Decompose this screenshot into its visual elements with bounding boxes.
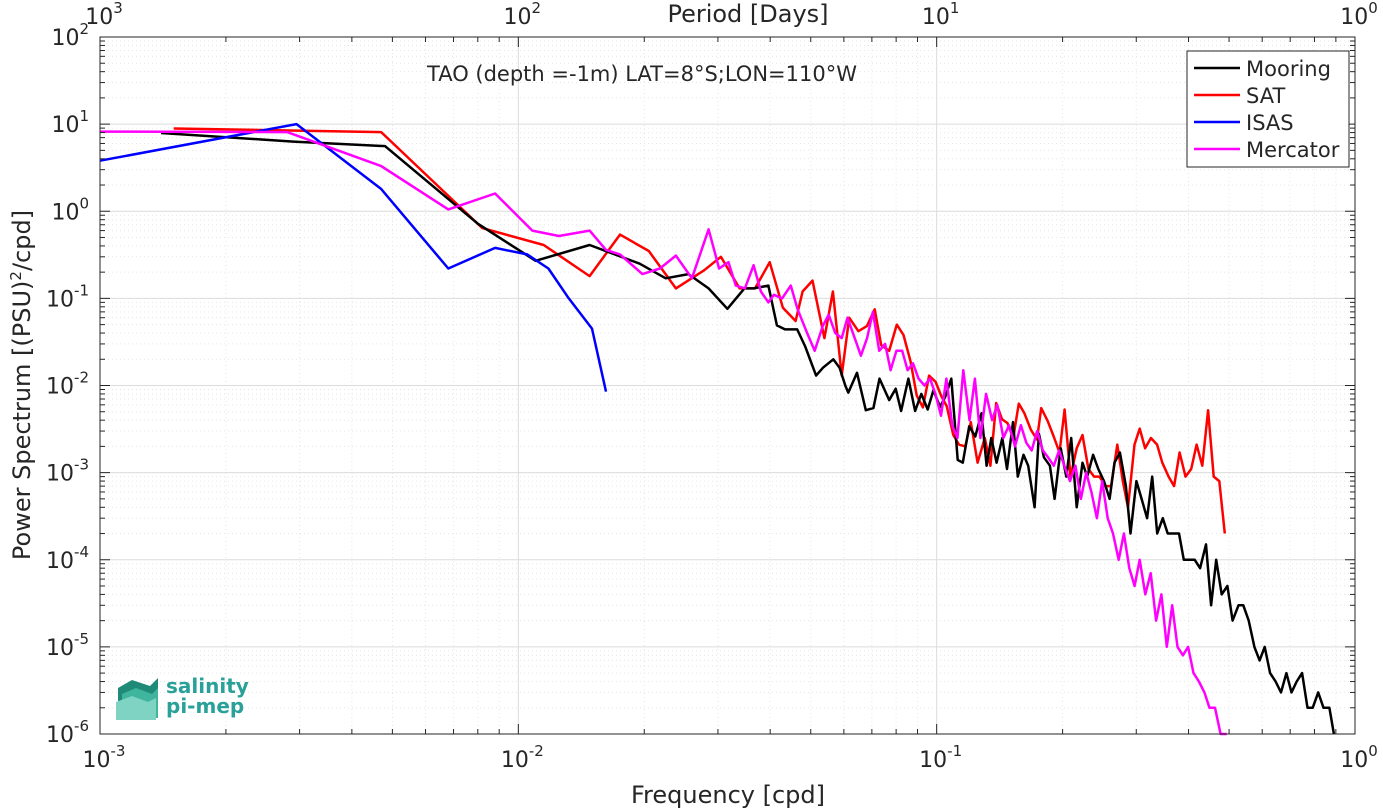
y-tick-label: 10-2	[46, 369, 89, 400]
top-tick-label: 100	[1340, 0, 1378, 30]
y-tick-label: 10-4	[46, 543, 89, 574]
series-line-mercator	[99, 130, 1227, 736]
y-tick-label: 10-1	[46, 281, 89, 312]
y-tick-label: 10-5	[46, 630, 89, 661]
x-tick-label: 10-2	[501, 742, 544, 773]
major-grid	[100, 37, 1355, 734]
legend-box	[1186, 50, 1350, 168]
series-layer	[99, 122, 1336, 736]
legend-label-mercator: Mercator	[1246, 138, 1340, 162]
salinity-pi-mep-logo: salinity pi-mep	[116, 674, 249, 720]
y-tick-label: 10-6	[46, 717, 89, 748]
legend-label-mooring: Mooring	[1246, 57, 1331, 81]
y-tick-label: 102	[51, 20, 89, 51]
ticks-layer	[99, 36, 1356, 735]
y-tick-label: 101	[51, 107, 89, 138]
legend-label-isas: ISAS	[1246, 111, 1294, 135]
y-axis-title: Power Spectrum [(PSU)2/cpd]	[7, 210, 36, 560]
legend-label-sat: SAT	[1246, 84, 1285, 108]
chart-title: TAO (depth =-1m) LAT=8°S;LON=110°W	[426, 62, 857, 86]
x-tick-label: 10-3	[83, 742, 126, 773]
y-tick-label: 10-3	[46, 456, 89, 487]
x-tick-label: 10-1	[919, 742, 962, 773]
legend: Mooring SAT ISAS Mercator	[1186, 50, 1350, 168]
x-axis-title: Frequency [cpd]	[631, 781, 825, 809]
top-tick-label: 102	[504, 0, 542, 30]
x-tick-label: 100	[1340, 742, 1378, 773]
logo-text-salinity: salinity	[166, 674, 249, 698]
top-axis-title: Period [Days]	[667, 0, 828, 28]
series-line-sat	[173, 127, 1227, 534]
legend-entries: Mooring SAT ISAS Mercator	[1194, 57, 1340, 162]
logo-wave-icon	[116, 678, 158, 720]
logo-text-pi-mep: pi-mep	[166, 694, 244, 718]
series-line-isas	[99, 122, 608, 392]
y-tick-label: 100	[51, 194, 89, 225]
top-tick-label: 101	[922, 0, 960, 30]
top-tick-label: 103	[85, 0, 123, 30]
